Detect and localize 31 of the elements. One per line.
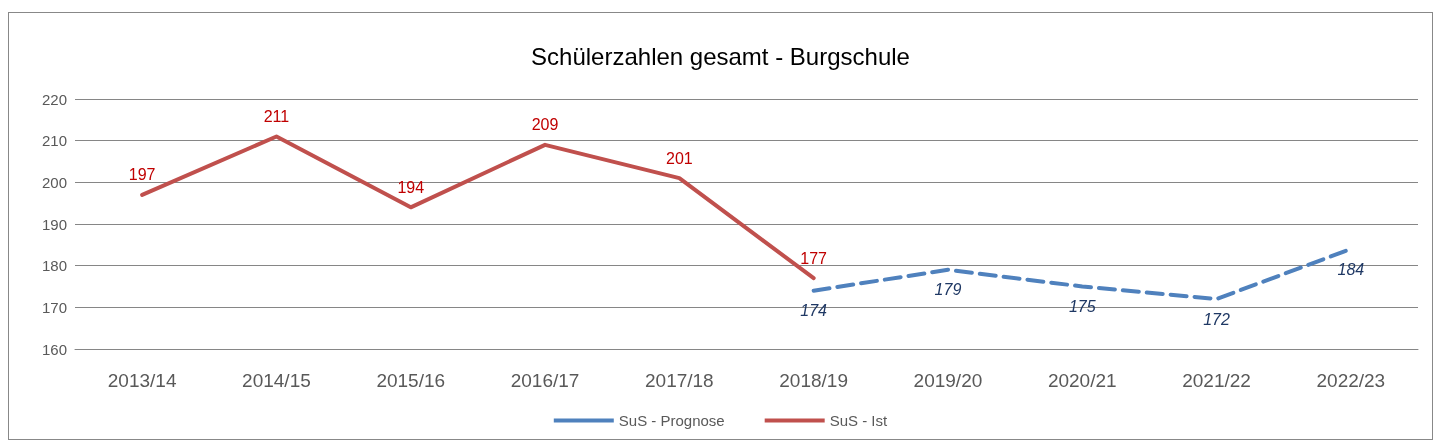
y-tick-label: 190 <box>41 215 67 233</box>
y-tick-label: 200 <box>41 173 67 191</box>
data-label: 172 <box>1203 310 1230 328</box>
x-tick-label: 2013/14 <box>107 370 177 391</box>
data-label: 184 <box>1337 260 1365 278</box>
data-label: 201 <box>666 149 693 167</box>
chart-title: Schülerzahlen gesamt - Burgschule <box>531 42 910 70</box>
y-tick-label: 220 <box>41 90 67 108</box>
x-tick-label: 2020/21 <box>1047 370 1117 391</box>
data-label: 179 <box>934 281 962 299</box>
x-tick-label: 2018/19 <box>779 370 848 391</box>
data-label: 209 <box>531 116 559 134</box>
x-tick-label: 2015/16 <box>376 370 446 391</box>
y-tick-label: 210 <box>41 132 67 150</box>
legend-label: SuS - Ist <box>829 412 889 429</box>
x-tick-label: 2016/17 <box>510 370 580 391</box>
data-label: 177 <box>800 249 828 267</box>
data-label: 197 <box>128 166 156 184</box>
x-tick-label: 2021/22 <box>1182 370 1251 391</box>
data-label: 175 <box>1068 298 1096 315</box>
data-label: 174 <box>800 302 828 320</box>
x-tick-label: 2019/20 <box>913 370 983 391</box>
x-tick-label: 2014/15 <box>242 370 311 391</box>
data-label: 194 <box>397 178 425 196</box>
y-tick-label: 160 <box>41 340 67 358</box>
data-label: 211 <box>263 108 290 125</box>
y-tick-label: 170 <box>41 298 67 316</box>
x-tick-label: 2017/18 <box>645 370 714 391</box>
y-tick-label: 180 <box>41 257 67 275</box>
x-tick-label: 2022/23 <box>1316 370 1386 391</box>
legend-label: SuS - Prognose <box>618 412 725 429</box>
